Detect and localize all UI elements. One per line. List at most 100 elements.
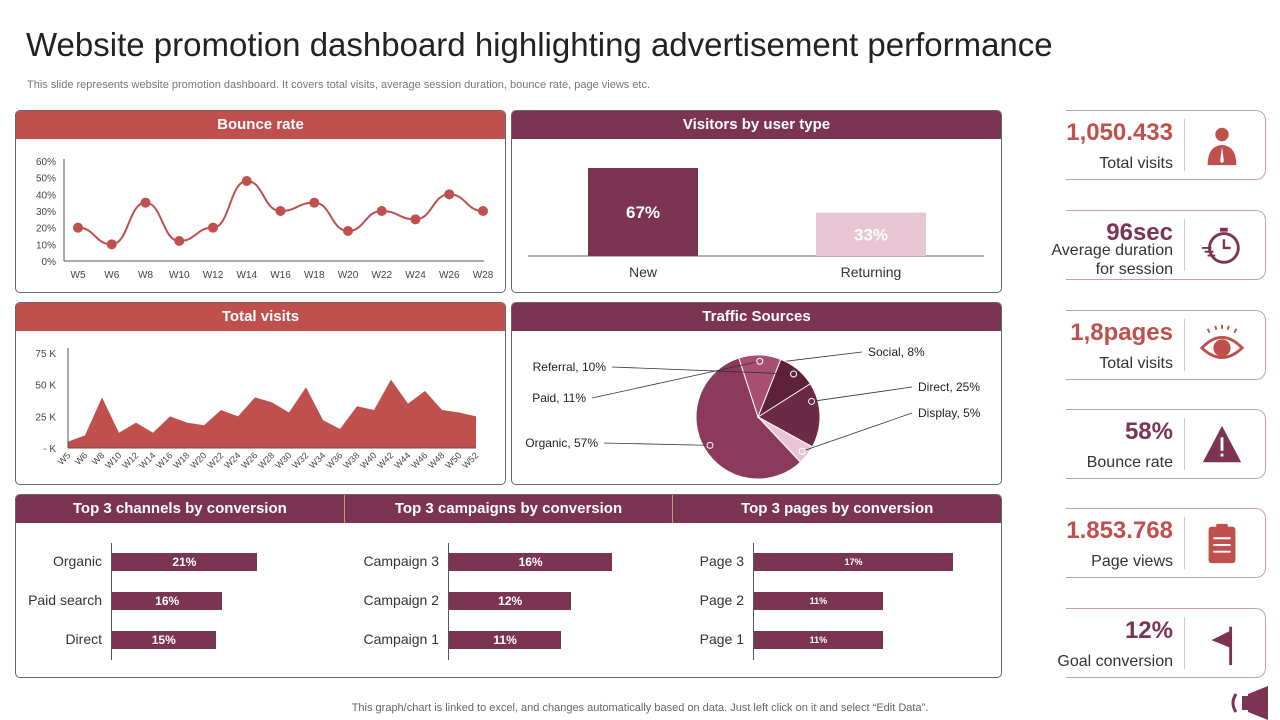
leader-dot xyxy=(756,357,764,365)
row-label: Page 3 xyxy=(699,553,744,569)
x-tick-label: W50 xyxy=(443,450,463,470)
x-tick-label: W48 xyxy=(426,450,446,470)
kpi-value: 12% xyxy=(1124,617,1173,644)
x-tick-label: W28 xyxy=(256,450,276,470)
data-point xyxy=(376,206,387,216)
bar-new xyxy=(588,168,698,256)
y-tick-label: 50% xyxy=(36,174,56,185)
x-tick-label: W22 xyxy=(371,270,392,281)
page-title: Website promotion dashboard highlighting… xyxy=(26,26,1053,63)
traffic-chart: Social, 8% Direct, 25% Display, 5% Organic,… xyxy=(525,345,981,480)
kpi-label: Total visits xyxy=(1099,355,1173,372)
x-tick-label: W40 xyxy=(358,450,378,470)
x-tick-label: W26 xyxy=(439,270,460,281)
conversion-bar: 11% xyxy=(754,592,883,610)
total-visits-chart: - K25 K50 K75 KW5 W6 W8W10W12W14W16W18W20W… xyxy=(35,348,480,471)
y-tick-label: 10% xyxy=(36,240,56,251)
x-tick-label: W6 xyxy=(73,450,90,467)
pie-slice xyxy=(695,357,802,480)
x-tick-label: W14 xyxy=(236,270,257,281)
leader-line xyxy=(811,386,913,402)
kpi-label: Bounce rate xyxy=(1086,454,1173,471)
kpi-label: Average duration for session xyxy=(1051,242,1173,278)
page-subtitle: This slide represents website promotion … xyxy=(27,79,651,91)
visitors-chart: 67% New 33% Returning xyxy=(528,168,984,280)
kpi-value: 1,8pages xyxy=(1070,319,1173,346)
slice-label: Organic, 57% xyxy=(525,436,598,450)
divider xyxy=(1184,517,1185,569)
total-visits-title: Total visits xyxy=(16,303,505,331)
divider xyxy=(1184,617,1185,669)
kpi-card: 1,8pages Total visits xyxy=(1066,310,1266,380)
conversion-bar: 15% xyxy=(112,631,216,649)
data-point xyxy=(241,176,252,186)
x-tick-label: W8 xyxy=(138,270,153,281)
stopwatch-icon xyxy=(1201,227,1240,264)
data-point xyxy=(343,226,353,236)
visitors-panel: Visitors by user type 67% New 33% Returning xyxy=(511,110,1002,293)
category-label: New xyxy=(629,264,658,280)
row-label: Page 2 xyxy=(699,592,744,608)
category-label: Returning xyxy=(841,264,902,280)
clipboard-icon xyxy=(1208,523,1236,564)
conversion-panel: Top 3 channels by conversion Top 3 campa… xyxy=(15,494,1002,678)
slice-label: Paid, 11% xyxy=(532,391,586,405)
x-tick-label: W32 xyxy=(290,450,310,470)
y-tick-label: 30% xyxy=(36,207,56,218)
megaphone-icon xyxy=(1231,686,1268,720)
total-visits-panel: Total visits - K 25 K 50 K 75 K W5 W6 W8 W10 W12… xyxy=(15,302,506,485)
x-tick-label: W30 xyxy=(273,450,293,470)
row-label: Paid search xyxy=(28,592,102,608)
businessman-icon xyxy=(1207,127,1237,166)
bounce-rate-chart: 0% 10% 20% 30% 40% 50% 60% W5 W6 W8 W10 W12 W14 W16 W1… xyxy=(36,157,494,281)
visits-area xyxy=(68,379,476,448)
traffic-title: Traffic Sources xyxy=(512,303,1001,331)
leader-dot xyxy=(706,441,714,449)
x-tick-label: W6 xyxy=(104,270,119,281)
x-tick-label: W24 xyxy=(405,270,426,281)
divider xyxy=(1184,418,1185,470)
divider xyxy=(1184,119,1185,171)
data-point xyxy=(208,222,218,233)
conversion-bar: 12% xyxy=(449,592,572,610)
kpi-value: 96sec xyxy=(1106,219,1173,246)
kpi-label: Goal conversion xyxy=(1057,653,1173,670)
conversion-bar: 11% xyxy=(449,631,562,649)
bounce-rate-title: Bounce rate xyxy=(16,111,505,139)
x-tick-label: W14 xyxy=(137,450,157,470)
footer-note: This graph/chart is linked to excel, and… xyxy=(351,702,929,714)
x-tick-label: W38 xyxy=(341,450,361,470)
y-tick-label: 0% xyxy=(42,257,57,268)
kpi-card: 96sec Average duration for session xyxy=(1051,210,1266,280)
bar-label: 33% xyxy=(854,225,888,244)
conversion-bar: 16% xyxy=(449,553,613,571)
leader-line xyxy=(801,412,913,452)
x-tick-label: W46 xyxy=(409,450,429,470)
x-tick-label: W20 xyxy=(338,270,359,281)
data-point xyxy=(444,189,455,200)
data-point xyxy=(410,214,421,225)
bounce-rate-panel: Bounce rate 0% 10% 20% 30% 40% 50% 60% W5 W6 W8 W1… xyxy=(15,110,506,293)
y-tick-label: 20% xyxy=(36,224,56,235)
x-tick-label: W10 xyxy=(169,270,190,281)
x-tick-label: W42 xyxy=(375,450,395,470)
pages-title: Top 3 pages by conversion xyxy=(741,500,934,517)
data-point xyxy=(478,206,488,216)
y-tick-label: 25 K xyxy=(35,412,56,423)
leader-dot xyxy=(808,397,816,405)
data-point xyxy=(309,197,320,208)
kpi-card: 1.853.768 Page views xyxy=(1066,508,1266,578)
x-tick-label: W20 xyxy=(188,450,208,470)
data-point xyxy=(275,206,286,216)
channels-title: Top 3 channels by conversion xyxy=(16,495,345,523)
data-point xyxy=(140,197,151,208)
row-label: Page 1 xyxy=(699,631,744,647)
slice-label: Direct, 25% xyxy=(918,380,980,394)
x-tick-label: W44 xyxy=(392,450,412,470)
x-tick-label: W26 xyxy=(239,450,259,470)
x-tick-label: W10 xyxy=(103,450,123,470)
conversion-bar: 17% xyxy=(754,553,953,571)
kpi-label: Total visits xyxy=(1099,155,1173,172)
data-point xyxy=(174,236,185,246)
leader-line xyxy=(591,360,760,399)
